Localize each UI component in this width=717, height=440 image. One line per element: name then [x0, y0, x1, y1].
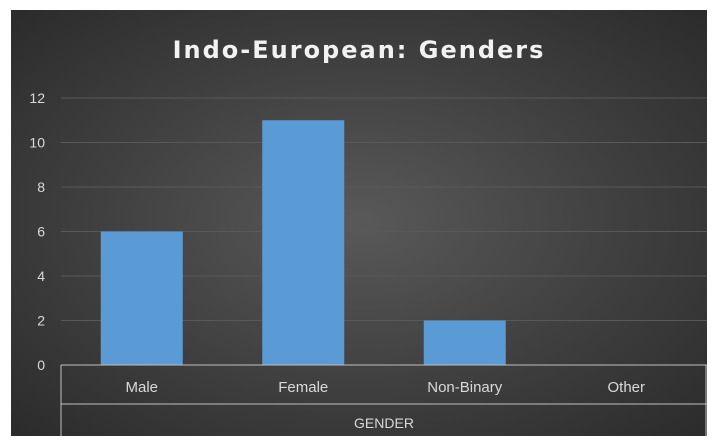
x-axis-title: GENDER	[354, 415, 414, 431]
labels: 0 2 4 6 8 10 12 Male Female Non-Binary Other GENDER	[29, 90, 645, 431]
y-tick-label: 10	[29, 135, 45, 151]
x-category-label: Non-Binary	[427, 379, 503, 396]
y-tick-label: 2	[37, 313, 45, 329]
chart-area: Indo-European: Genders 0 2 4 6 8 10 12 Male Fema…	[11, 10, 707, 436]
axes	[60, 364, 707, 436]
bar-non-binary	[423, 320, 506, 365]
chart-title: Indo-European: Genders	[172, 36, 546, 64]
x-category-label: Female	[278, 379, 328, 396]
bar-chart: 0 2 4 6 8 10 12 Male Female Non-Binary Other GENDER	[29, 90, 707, 436]
bar-male	[100, 231, 183, 365]
x-category-label: Other	[607, 379, 645, 396]
y-tick-label: 4	[37, 268, 45, 284]
bar-female	[262, 120, 345, 365]
y-tick-label: 0	[37, 357, 45, 373]
y-tick-label: 8	[37, 179, 45, 195]
bars	[100, 120, 506, 365]
y-tick-label: 12	[29, 90, 45, 106]
x-category-label: Male	[125, 379, 158, 396]
y-tick-label: 6	[37, 224, 45, 240]
